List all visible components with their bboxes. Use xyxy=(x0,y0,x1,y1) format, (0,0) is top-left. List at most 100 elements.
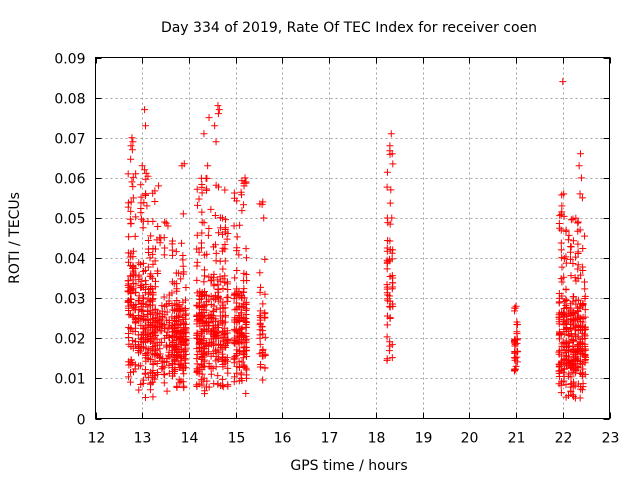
data-point xyxy=(124,330,132,338)
data-point xyxy=(572,214,580,222)
data-point xyxy=(256,288,264,296)
data-point xyxy=(125,233,133,241)
data-point xyxy=(567,255,575,263)
data-point-peak xyxy=(212,138,220,146)
data-point xyxy=(200,266,208,274)
data-point-peak xyxy=(164,222,172,230)
data-point xyxy=(230,295,238,303)
data-point xyxy=(171,300,179,308)
data-point xyxy=(511,349,519,357)
data-point xyxy=(567,216,575,224)
data-point xyxy=(179,339,187,347)
data-point xyxy=(160,334,168,342)
data-point-peak xyxy=(128,146,136,154)
x-tick-labels: 12 13 14 15 16 17 18 19 20 21 22 23 xyxy=(88,431,620,447)
data-point xyxy=(231,274,239,282)
data-point xyxy=(579,245,587,253)
data-point xyxy=(163,358,171,366)
data-point xyxy=(168,289,176,297)
data-point xyxy=(161,244,169,252)
data-point xyxy=(124,287,132,295)
data-point xyxy=(142,190,150,198)
data-point xyxy=(242,245,250,253)
data-point xyxy=(211,211,219,219)
data-point xyxy=(238,207,246,215)
data-point xyxy=(259,376,267,384)
data-point xyxy=(193,355,201,363)
data-point xyxy=(221,225,229,233)
data-point xyxy=(201,387,209,395)
data-point xyxy=(235,251,243,259)
data-point xyxy=(238,377,246,385)
data-point xyxy=(383,333,391,341)
data-point xyxy=(565,309,573,317)
data-point xyxy=(146,285,154,293)
data-point xyxy=(222,356,230,364)
data-point xyxy=(142,285,150,293)
data-point xyxy=(160,321,168,329)
data-point xyxy=(560,255,568,263)
data-point-peak xyxy=(259,198,267,206)
data-point xyxy=(221,186,229,194)
data-point xyxy=(146,386,154,394)
data-point-peak xyxy=(574,218,582,226)
data-point xyxy=(198,218,206,226)
data-point xyxy=(142,328,150,336)
data-point-peak xyxy=(127,142,135,150)
data-point xyxy=(215,183,223,191)
data-point xyxy=(219,375,227,383)
data-point xyxy=(566,248,574,256)
data-point xyxy=(168,278,176,286)
data-point xyxy=(135,275,143,283)
data-point xyxy=(242,310,250,318)
data-point xyxy=(200,349,208,357)
data-point xyxy=(207,327,215,335)
data-point xyxy=(212,249,220,257)
data-point xyxy=(134,296,142,304)
data-point xyxy=(132,213,140,221)
data-point xyxy=(182,283,190,291)
data-point xyxy=(137,362,145,370)
data-point xyxy=(160,371,168,379)
data-point xyxy=(556,224,564,232)
data-point xyxy=(200,251,208,259)
data-point xyxy=(124,277,132,285)
data-point xyxy=(129,344,137,352)
x-tick-label: 12 xyxy=(88,431,106,447)
data-point-peak xyxy=(143,202,151,210)
data-point xyxy=(240,303,248,311)
data-point xyxy=(235,289,243,297)
data-point xyxy=(386,199,394,207)
data-point xyxy=(129,359,137,367)
data-point-peak xyxy=(180,160,188,168)
data-point xyxy=(168,237,176,245)
data-point xyxy=(141,267,149,275)
data-point xyxy=(217,224,225,232)
data-point xyxy=(126,253,134,261)
data-point xyxy=(147,368,155,376)
x-tick-label: 23 xyxy=(602,431,620,447)
data-point xyxy=(142,169,150,177)
data-point xyxy=(513,328,521,336)
data-point xyxy=(207,364,215,372)
data-point xyxy=(204,231,212,239)
data-point xyxy=(557,226,565,234)
data-point xyxy=(259,300,267,308)
data-point xyxy=(562,286,570,294)
data-point xyxy=(256,340,264,348)
data-point xyxy=(207,205,215,213)
data-point xyxy=(261,364,269,372)
data-point xyxy=(172,318,180,326)
data-point xyxy=(161,311,169,319)
data-point xyxy=(149,189,157,197)
data-point xyxy=(193,245,201,253)
data-point xyxy=(147,338,155,346)
data-point xyxy=(237,369,245,377)
data-point xyxy=(198,189,206,197)
data-point-peak xyxy=(240,182,248,190)
data-point xyxy=(242,321,250,329)
data-point xyxy=(131,328,139,336)
data-point xyxy=(125,373,133,381)
data-point xyxy=(577,322,585,330)
x-tick-label: 19 xyxy=(415,431,433,447)
